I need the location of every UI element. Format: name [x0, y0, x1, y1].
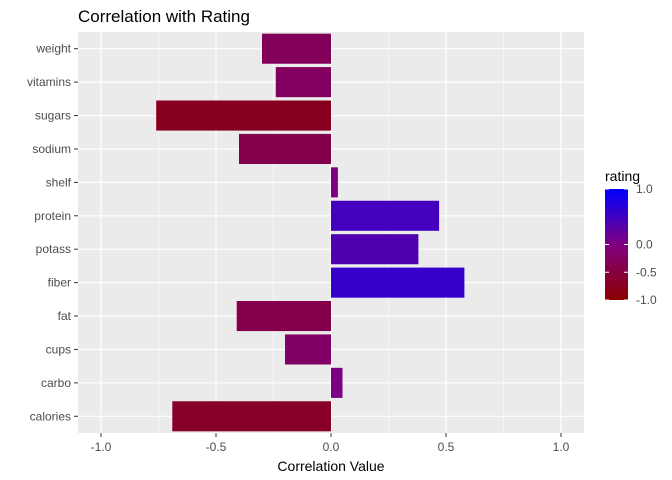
y-tick-label: sugars [35, 109, 71, 123]
bar-fiber [331, 267, 465, 298]
bar-protein [331, 200, 440, 231]
bar-shelf [331, 167, 338, 198]
legend-colorbar [605, 189, 628, 300]
y-tick-label: vitamins [27, 75, 71, 89]
x-axis: -1.0 -0.5 0.0 0.5 1.0 [91, 433, 570, 454]
bar-sodium [239, 133, 331, 164]
legend-tick-label: 1.0 [636, 182, 653, 196]
bar-fat [236, 301, 331, 332]
bar-carbo [331, 367, 343, 398]
y-tick-label: cups [46, 342, 71, 356]
y-axis: weight vitamins sugars sodium shelf protein po… [27, 42, 78, 423]
bar-calories [172, 401, 331, 432]
bar-weight [262, 33, 331, 64]
x-tick-label: -0.5 [206, 440, 227, 454]
legend-title: rating [605, 168, 640, 184]
y-tick-label: shelf [46, 175, 72, 189]
bar-vitamins [275, 67, 331, 98]
x-tick-label: 0.0 [323, 440, 340, 454]
legend-tick-label: 0.0 [636, 238, 653, 252]
legend: rating 1.0 0.0 -0.5 -1.0 [605, 168, 657, 307]
bar-cups [285, 334, 331, 365]
legend-tick-label: -0.5 [636, 265, 657, 279]
bars [156, 33, 465, 432]
y-tick-label: fat [58, 309, 72, 323]
x-tick-label: 0.5 [438, 440, 455, 454]
y-tick-label: carbo [41, 376, 71, 390]
y-tick-label: fiber [48, 276, 71, 290]
x-tick-label: -1.0 [91, 440, 112, 454]
y-tick-label: weight [35, 42, 71, 56]
x-tick-label: 1.0 [553, 440, 570, 454]
chart-title: Correlation with Rating [78, 7, 250, 26]
y-tick-label: potass [36, 242, 71, 256]
x-axis-label: Correlation Value [277, 458, 384, 474]
y-tick-label: protein [34, 209, 71, 223]
bar-sugars [156, 100, 331, 131]
legend-tick-label: -1.0 [636, 293, 657, 307]
y-tick-label: sodium [32, 142, 71, 156]
y-tick-label: calories [30, 409, 71, 423]
bar-potass [331, 234, 419, 265]
